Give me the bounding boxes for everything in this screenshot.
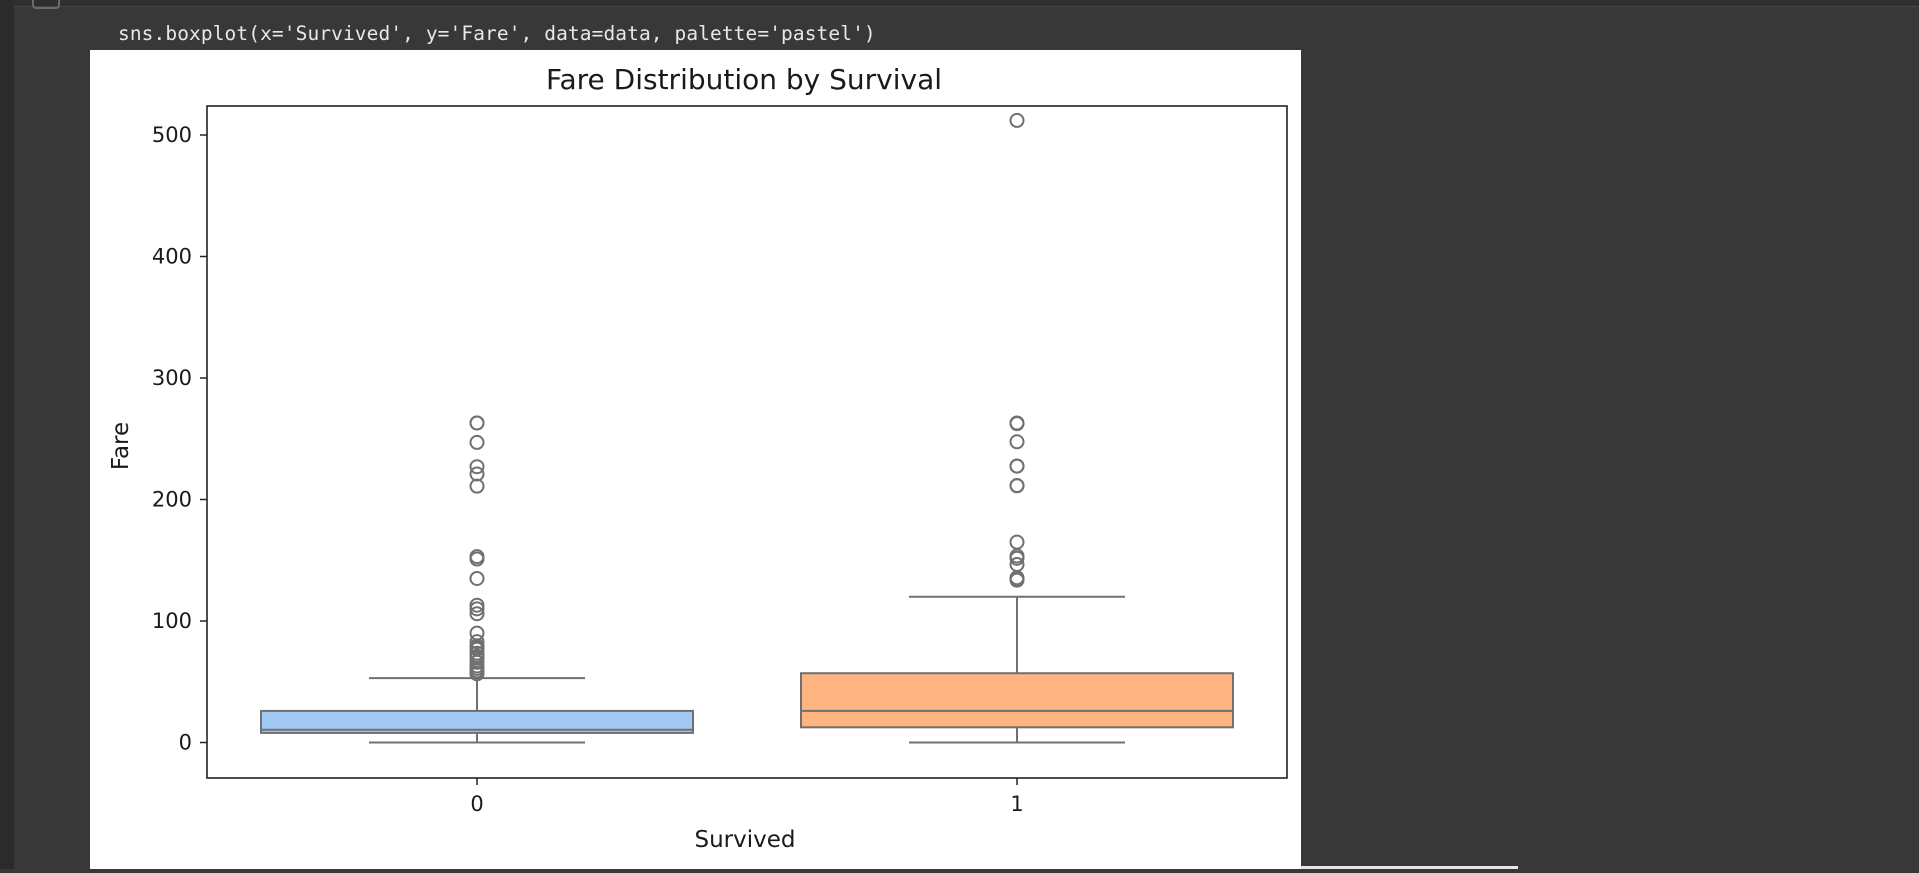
outlier-point	[469, 478, 485, 494]
x-tick-label: 0	[470, 792, 483, 816]
box-1-iqr	[800, 672, 1234, 729]
outlier-point	[469, 634, 485, 650]
y-tick-label: 0	[179, 731, 192, 755]
outlier-point	[469, 597, 485, 613]
x-tick-label: 1	[1010, 792, 1023, 816]
outlier-point	[469, 570, 485, 586]
outlier-point	[1009, 458, 1025, 474]
cell-gutter	[0, 0, 14, 869]
outlier-point	[469, 549, 485, 565]
y-tick-label: 400	[152, 245, 192, 269]
box-0-iqr	[260, 709, 694, 734]
y-axis-label: Fare	[108, 422, 134, 470]
output-scroll-edge	[1301, 866, 1518, 869]
boxplot-chart: Fare Distribution by Survival 0 1 0 100 200 3…	[108, 63, 1288, 853]
y-tick-label: 300	[152, 366, 192, 390]
outlier-point	[1009, 112, 1025, 128]
x-axis-label: Survived	[695, 827, 796, 853]
outlier-point	[1009, 557, 1025, 573]
outlier-point	[469, 459, 485, 475]
outlier-point	[469, 645, 485, 661]
cell-output: Fare Distribution by Survival 0 1 0 100 200 3…	[90, 50, 1301, 869]
outlier-point	[469, 434, 485, 450]
y-tick-label: 200	[152, 488, 192, 512]
outlier-point	[1009, 415, 1025, 431]
outlier-point	[469, 606, 485, 622]
y-tick-label: 100	[152, 609, 192, 633]
y-tick-label: 500	[152, 123, 192, 147]
outlier-point	[1009, 434, 1025, 450]
notebook-top-strip	[0, 0, 1919, 7]
outlier-point	[469, 625, 485, 641]
outlier-point	[1009, 534, 1025, 550]
outlier-point	[469, 466, 485, 482]
cell-run-indicator-icon[interactable]	[32, 0, 60, 9]
code-cell-source[interactable]: sns.boxplot(x='Survived', y='Fare', data…	[118, 22, 876, 45]
outlier-point	[469, 415, 485, 431]
plot-area-frame	[206, 105, 1288, 779]
outlier-point	[1009, 478, 1025, 494]
chart-title: Fare Distribution by Survival	[546, 63, 942, 96]
